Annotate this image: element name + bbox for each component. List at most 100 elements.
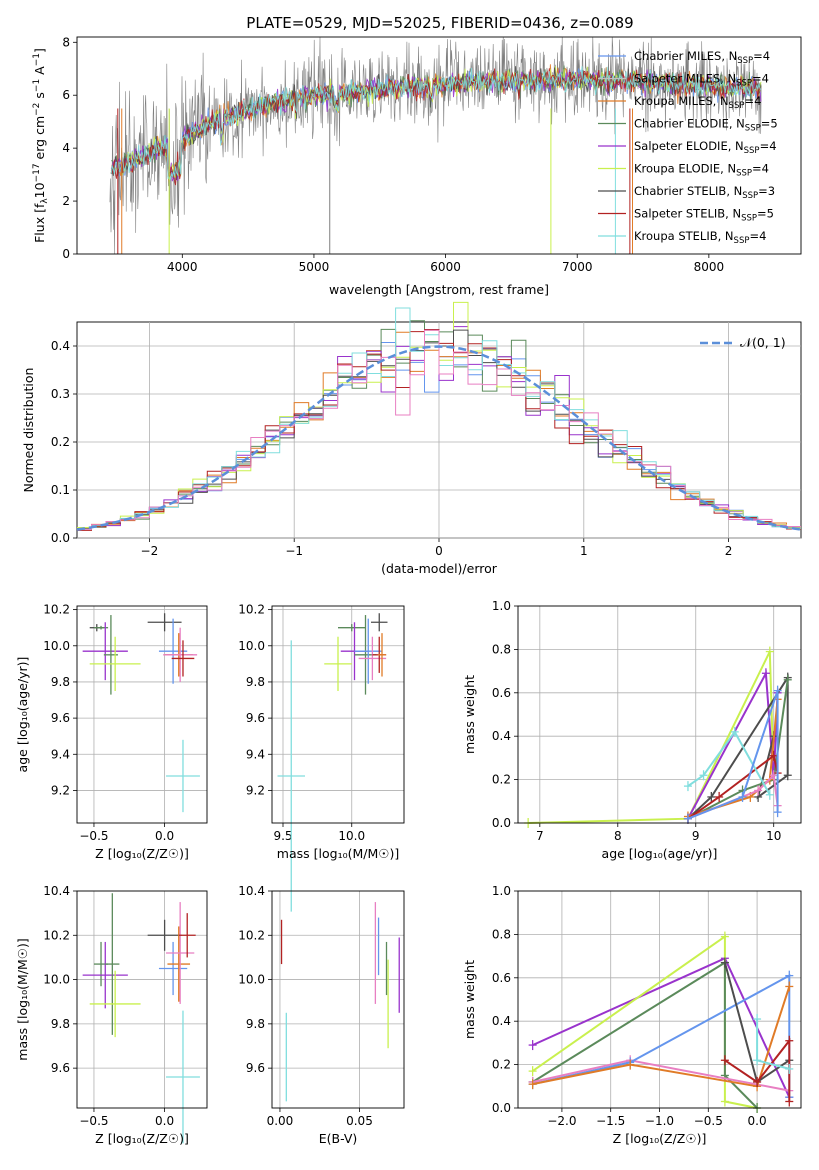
y-tick-label: 1.0 [492, 884, 511, 898]
x-tick-label: 5000 [299, 260, 330, 274]
y-axis-label-part: −1 [32, 53, 42, 66]
y-tick-label: 10.0 [238, 973, 265, 987]
x-tick-label: −1 [285, 544, 303, 558]
y-axis-label: Flux [fλ10−17 erg cm−2 s−1 A−1] [32, 48, 50, 243]
y-tick-label: 9.8 [51, 675, 70, 689]
y-axis-label-part: −1 [32, 79, 42, 92]
legend-label-sub: SSP [734, 236, 750, 246]
y-tick-label: 10.0 [43, 639, 70, 653]
y-axis-label: age [log₁₀(age/yr)] [15, 657, 30, 773]
y-tick-label: 0.6 [492, 971, 511, 985]
y-tick-label: 2 [62, 194, 70, 208]
x-axis-label: Z [log₁₀(Z/Z☉)] [95, 846, 189, 861]
x-tick-label: 9 [692, 829, 700, 843]
x-tick-label: −1.0 [645, 1114, 674, 1128]
legend-label-value: =4 [753, 49, 770, 63]
y-tick-label: 9.8 [51, 1017, 70, 1031]
x-tick-label: 7 [536, 829, 544, 843]
x-tick-label: 7000 [562, 260, 593, 274]
y-axis-label-part: s [32, 92, 47, 103]
y-tick-label: 1.0 [492, 599, 511, 613]
y-tick-label: 9.4 [51, 747, 70, 761]
legend-label-sub: SSP [742, 191, 758, 201]
legend-label: Salpeter ELODIE, NSSP=4 [634, 139, 777, 156]
x-axis-label: wavelength [Angstrom, rest frame] [329, 282, 549, 297]
legend-label-value: =4 [752, 72, 769, 86]
legend-label-text: Chabrier MILES, N [634, 49, 737, 63]
figure-title: PLATE=0529, MJD=52025, FIBERID=0436, z=0… [246, 14, 633, 32]
axes-frame [271, 890, 405, 1109]
weight-vs-age-panel: 7 8 9 10 0.0 0.2 0.4 0.6 0.8 1.0 age [log₁₀(age/yr… [462, 599, 802, 861]
legend-label-sub: SSP [741, 214, 757, 224]
legend-label-value: =5 [757, 207, 774, 221]
legend-label-text: Kroupa STELIB, N [634, 229, 734, 243]
x-tick-label: 8 [614, 829, 622, 843]
age-vs-mass-panel: 9.5 10.0 9.2 9.4 9.6 9.8 10.0 10.2 mass [log₁₀(M… [238, 603, 405, 912]
y-tick-label: 10.0 [43, 973, 70, 987]
legend-label: Chabrier ELODIE, NSSP=5 [634, 117, 778, 134]
y-tick-label: 9.8 [246, 675, 265, 689]
y-axis-label: mass weight [462, 960, 477, 1039]
x-tick-label: 10 [766, 829, 781, 843]
y-tick-label: 0.4 [51, 339, 70, 353]
weight-series-line [687, 753, 779, 820]
y-tick-label: 9.8 [246, 1017, 265, 1031]
y-tick-label: 9.6 [246, 711, 265, 725]
y-axis-label-part: Flux [f [32, 203, 47, 243]
weight-series-line [532, 960, 758, 1109]
y-tick-label: 0.2 [492, 773, 511, 787]
y-tick-label: 0.4 [492, 729, 511, 743]
axes-frame [271, 605, 405, 824]
legend-label-value: =4 [752, 162, 769, 176]
y-tick-label: 0.2 [51, 435, 70, 449]
legend-label-text: Salpeter STELIB, N [634, 207, 741, 221]
y-tick-label: 0 [62, 247, 70, 261]
y-tick-label: 9.4 [246, 747, 265, 761]
y-tick-label: 8 [62, 35, 70, 49]
legend-label-value: =4 [744, 94, 761, 108]
y-tick-label: 0.2 [492, 1058, 511, 1072]
y-axis-label-part: 10 [32, 182, 47, 198]
legend-label-sub: SSP [736, 169, 752, 179]
axes-frame [76, 890, 208, 1109]
legend-label-text: Salpeter MILES, N [634, 72, 736, 86]
x-tick-label: 6000 [430, 260, 461, 274]
y-tick-label: 9.2 [246, 783, 265, 797]
y-tick-label: 0.4 [492, 1014, 511, 1028]
y-tick-label: 4 [62, 141, 70, 155]
x-tick-label: 0.00 [267, 1114, 294, 1128]
y-tick-label: 10.4 [43, 884, 70, 898]
legend-label: Kroupa ELODIE, NSSP=4 [634, 162, 769, 179]
y-tick-label: 9.6 [246, 1061, 265, 1075]
y-tick-label: 9.6 [51, 1061, 70, 1075]
y-tick-label: 0.6 [492, 686, 511, 700]
y-tick-label: 10.2 [43, 603, 70, 617]
x-axis-label: mass [log₁₀(M/M☉)] [277, 846, 399, 861]
x-tick-label: −2.0 [547, 1114, 576, 1128]
y-tick-label: 0.3 [51, 387, 70, 401]
legend-label-value: =4 [749, 229, 766, 243]
x-axis-label: (data-model)/error [381, 561, 498, 576]
y-axis-label-part: λ [40, 198, 50, 204]
weight-vs-metallicity-panel: −2.0 −1.5 −1.0 −0.5 0.0 0.0 0.2 0.4 0.6 0.8 1.0 Z [… [462, 884, 802, 1146]
weight-series-line [687, 679, 789, 820]
x-tick-label: −0.5 [79, 829, 108, 843]
y-tick-label: 10.4 [238, 884, 265, 898]
legend-label: Salpeter STELIB, NSSP=5 [634, 207, 774, 224]
legend-label-text: Kroupa ELODIE, N [634, 162, 736, 176]
y-tick-label: 0.8 [492, 642, 511, 656]
x-tick-label: 0 [435, 544, 443, 558]
legend-label: Chabrier MILES, NSSP=4 [634, 49, 770, 66]
legend-label: Kroupa MILES, NSSP=4 [634, 94, 761, 111]
legend-label-sub: SSP [736, 79, 752, 89]
normal-reference-curve [76, 345, 802, 531]
x-tick-label: −0.5 [79, 1114, 108, 1128]
x-tick-label: 9.5 [273, 829, 292, 843]
legend-label-value: =5 [761, 117, 778, 131]
y-tick-label: 0.0 [492, 816, 511, 830]
y-tick-label: 10.2 [238, 928, 265, 942]
x-tick-label: 8000 [694, 260, 725, 274]
axes-frame [76, 605, 208, 824]
